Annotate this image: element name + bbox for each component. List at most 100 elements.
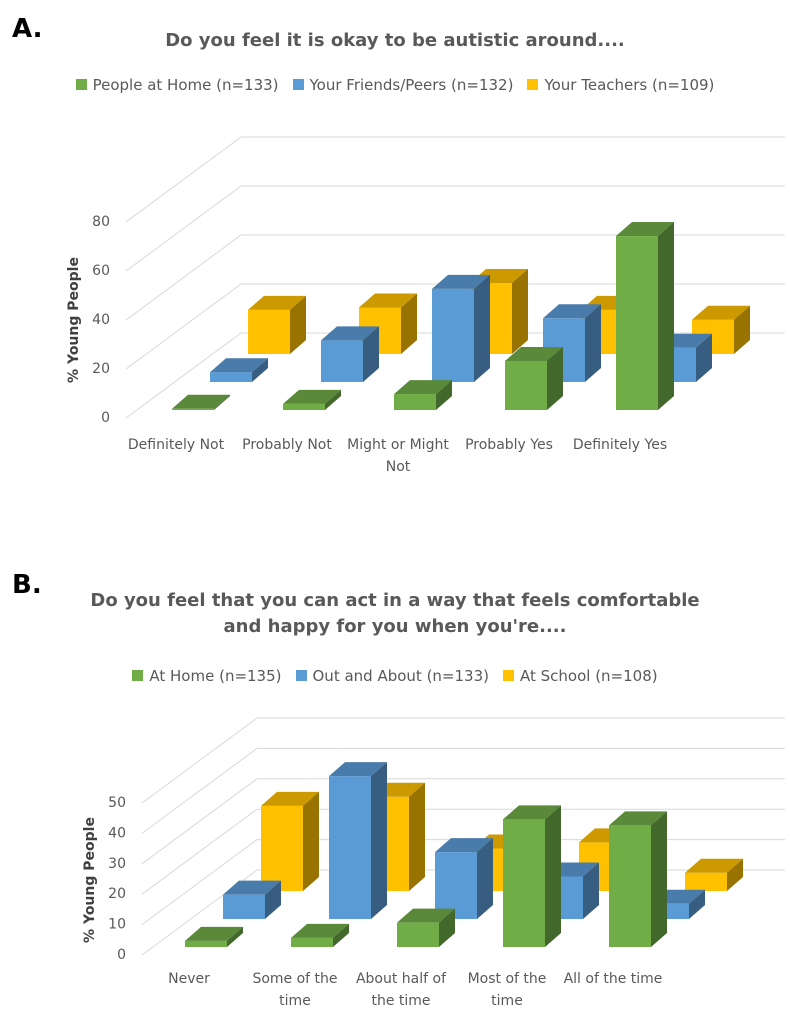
grid-line xyxy=(141,808,785,895)
bar-top xyxy=(283,389,341,404)
bar-top xyxy=(261,791,319,806)
grid-line xyxy=(125,283,785,370)
y-tick-label: 80 xyxy=(92,214,110,230)
legend-swatch xyxy=(75,79,87,90)
bar-front xyxy=(616,236,658,410)
bar-top xyxy=(394,380,452,395)
legend-item: Your Teachers (n=109) xyxy=(527,76,714,94)
bar-top xyxy=(172,394,230,409)
bar-side xyxy=(727,858,743,891)
bar-front xyxy=(505,361,547,410)
bar-side xyxy=(545,805,561,947)
bar-top xyxy=(685,858,743,873)
y-tick-label: 0 xyxy=(117,947,126,963)
bar-top xyxy=(609,811,667,826)
bar-side xyxy=(303,791,319,891)
bar-side xyxy=(734,305,750,354)
bar xyxy=(432,274,490,382)
bar-front xyxy=(609,825,651,947)
bar-side xyxy=(252,358,268,382)
bar-top xyxy=(543,304,601,319)
x-tick-label: Probably Yes xyxy=(465,437,553,453)
x-tick-label: Definitely Yes xyxy=(572,437,668,453)
bar-top xyxy=(223,880,281,895)
x-tick-label: Some of the time xyxy=(252,971,338,1009)
legend-swatch xyxy=(502,670,514,681)
legend-item: People at Home (n=133) xyxy=(75,76,279,94)
chart-title: Do you feel it is okay to be autistic ar… xyxy=(165,30,625,51)
bar-side xyxy=(227,926,243,947)
x-tick-label: Might or Might Not xyxy=(347,437,449,475)
bar xyxy=(397,908,455,947)
bar xyxy=(329,762,387,919)
bar-side xyxy=(325,389,341,410)
bar-front xyxy=(432,288,474,382)
legend: At Home (n=135) Out and About (n=133) At S… xyxy=(0,667,790,685)
grid-line xyxy=(141,778,785,865)
y-tick-label: 30 xyxy=(108,856,126,872)
bar-side xyxy=(333,923,349,947)
bar xyxy=(291,923,349,947)
x-tick-label: Never xyxy=(168,971,210,987)
legend-item: At School (n=108) xyxy=(502,667,658,685)
bar xyxy=(172,394,230,410)
y-axis-label: % Young People xyxy=(66,257,82,383)
bar xyxy=(435,838,493,919)
legend-swatch xyxy=(527,79,539,90)
bar-top xyxy=(616,222,674,237)
x-tick-label: All of the time xyxy=(563,971,663,987)
bar xyxy=(616,222,674,410)
y-tick-label: 50 xyxy=(108,795,126,811)
legend-label: Out and About (n=133) xyxy=(312,667,489,685)
y-tick-label: 40 xyxy=(108,825,126,841)
grid-line xyxy=(141,717,785,804)
y-tick-label: 10 xyxy=(108,917,126,933)
bar-side xyxy=(477,838,493,919)
legend-label: Your Teachers (n=109) xyxy=(544,76,715,94)
bar-side xyxy=(363,326,379,382)
panel-label: A. xyxy=(12,14,43,44)
bar-side xyxy=(689,889,705,919)
bar-top xyxy=(210,358,268,373)
bar xyxy=(223,880,281,919)
bar-side xyxy=(658,222,674,410)
bar-front xyxy=(283,403,325,410)
bar-top xyxy=(291,923,349,938)
x-tick-label: Probably Not xyxy=(242,437,332,453)
bar-side xyxy=(696,333,712,382)
x-tick-label: Most of the time xyxy=(467,971,547,1009)
bar-side xyxy=(439,908,455,947)
y-tick-label: 60 xyxy=(92,263,110,279)
bar-front xyxy=(261,805,303,891)
grid-line xyxy=(125,234,785,321)
bar-side xyxy=(512,268,528,354)
grid-line xyxy=(141,747,785,834)
bar-side xyxy=(290,295,306,354)
panel-label: B. xyxy=(12,570,42,600)
bar-front xyxy=(223,894,265,919)
grid-line xyxy=(125,136,785,223)
legend-swatch xyxy=(132,670,144,681)
x-tick-label: About half of the time xyxy=(355,971,447,1009)
bar-top xyxy=(248,295,306,310)
legend-item: At Home (n=135) xyxy=(132,667,282,685)
bar-side xyxy=(585,304,601,382)
bar-side xyxy=(214,394,230,410)
bar-top xyxy=(185,926,243,941)
bar-side xyxy=(409,782,425,891)
bar-top xyxy=(432,274,490,289)
bar-side xyxy=(265,880,281,919)
bar xyxy=(248,295,306,354)
bar xyxy=(359,293,417,354)
bar-front xyxy=(321,340,363,382)
y-tick-label: 20 xyxy=(108,886,126,902)
bar xyxy=(505,347,563,410)
bar-side xyxy=(583,862,599,919)
legend-swatch xyxy=(292,79,304,90)
bar xyxy=(283,389,341,410)
y-axis-label: % Young People xyxy=(82,817,98,943)
bar-top xyxy=(359,293,417,308)
bar xyxy=(609,811,667,947)
bar-front xyxy=(394,394,436,410)
